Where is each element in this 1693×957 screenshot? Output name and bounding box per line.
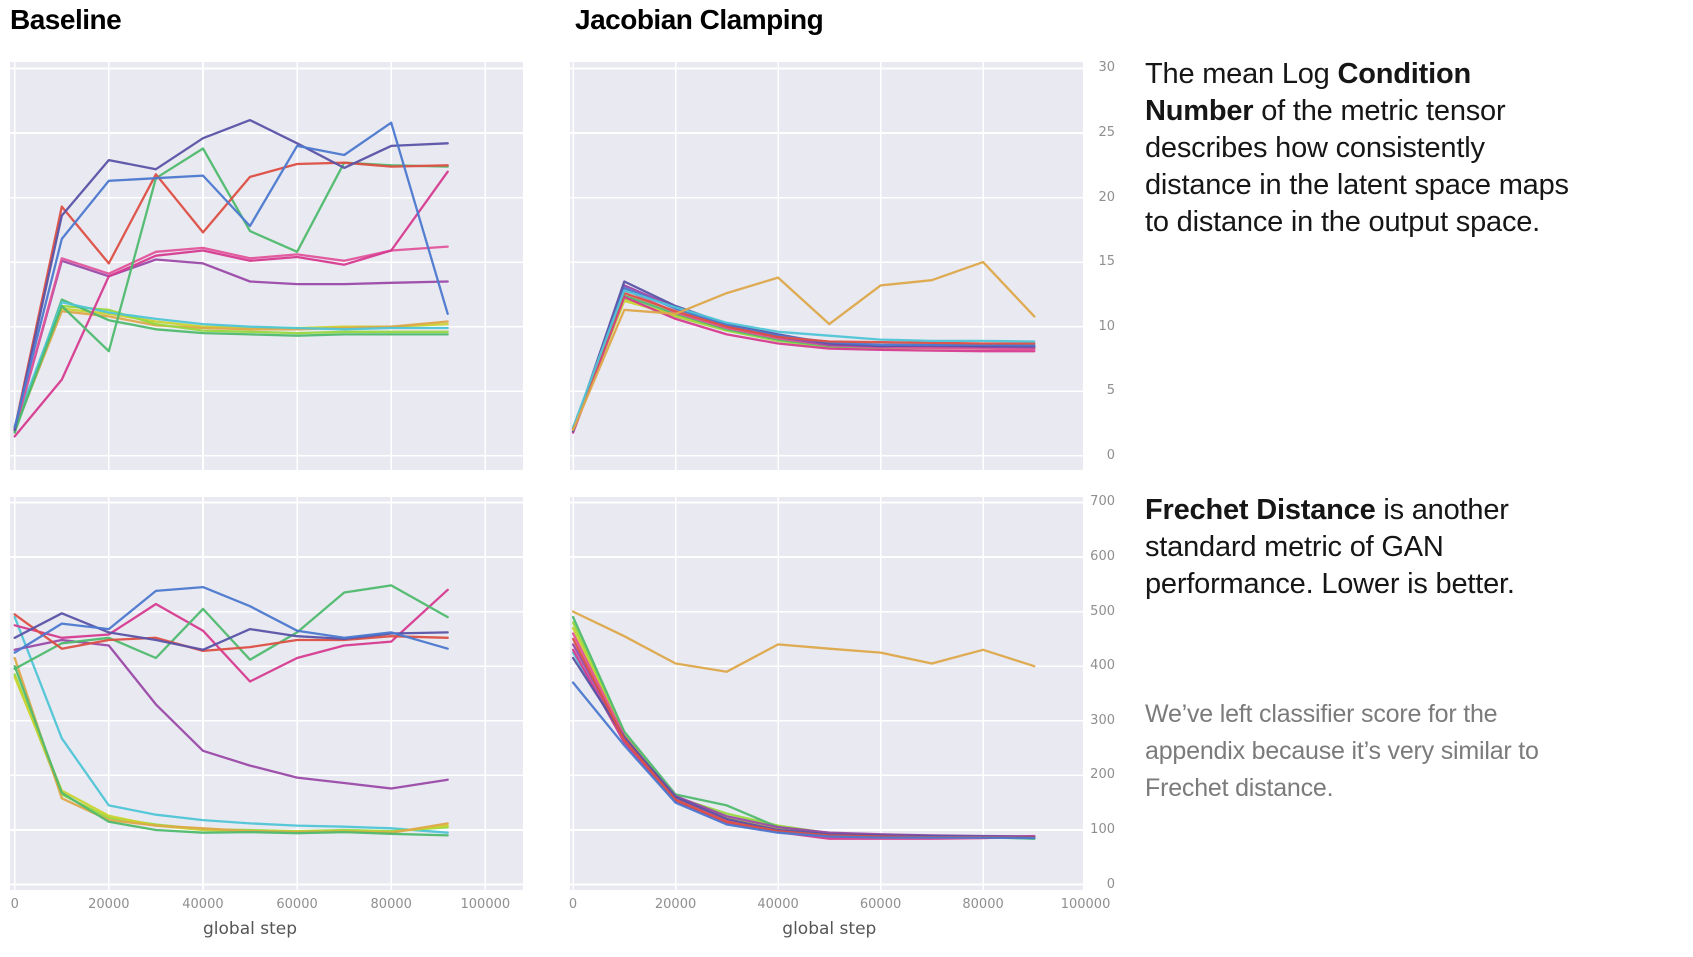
regular-text: of the metric tensor describes how consi… — [1145, 95, 1569, 238]
series-line-run-green-low — [13, 298, 449, 434]
series-line-run-blue — [13, 121, 449, 429]
x-tick-label: 20000 — [88, 897, 130, 912]
chart-jacobian-clamping-frechet-distance — [570, 497, 1083, 890]
series-line-run-orange — [571, 260, 1036, 432]
x-tick-label: 80000 — [962, 897, 1004, 912]
series-line-run-indigo — [13, 118, 449, 432]
bold-text: Condition Number — [1145, 58, 1471, 127]
plot-background — [10, 62, 523, 470]
y-tick-label: 300 — [1090, 712, 1115, 728]
series-line-run-blue — [13, 585, 449, 654]
x-tick-label: 40000 — [182, 897, 224, 912]
series-line-run-purple — [13, 258, 449, 432]
y-tick-label: 200 — [1090, 767, 1115, 783]
series-line-run-red — [571, 291, 1036, 430]
x-tick-label: 0 — [568, 897, 578, 912]
series-line-run-orange — [13, 310, 449, 432]
annotation-frechet-distance: Frechet Distance is another standard met… — [1145, 492, 1585, 603]
y-tick-label: 100 — [1090, 821, 1115, 837]
series-line-run-blue — [571, 681, 1036, 840]
series-line-run-cyan — [571, 289, 1036, 429]
series-line-run-purple — [13, 638, 449, 790]
x-tick-label: 60000 — [859, 897, 902, 912]
x-tick-label: 0 — [10, 897, 19, 912]
y-tick-label: 500 — [1090, 603, 1115, 619]
annotation-classifier-note: We’ve left classifier score for the appe… — [1145, 700, 1539, 802]
column-title-baseline: Baseline — [10, 4, 122, 35]
y-tick-label: 25 — [1098, 125, 1115, 140]
series-line-run-orange — [571, 610, 1036, 673]
series-line-run-cyan — [13, 615, 449, 834]
x-tick-label: 40000 — [757, 897, 799, 912]
annotation-condition-number: The mean Log Condition Number of the met… — [1145, 56, 1585, 241]
chart-baseline-frechet-distance — [10, 497, 523, 890]
column-title-jacobian: Jacobian Clamping — [575, 4, 824, 35]
x-axis-label: global step — [203, 919, 298, 939]
series-line-run-magenta — [571, 295, 1036, 434]
y-tick-label: 700 — [1090, 494, 1115, 510]
y-tick-label: 20 — [1098, 189, 1115, 205]
chart-baseline-condition-number — [10, 62, 523, 470]
y-tick-label: 10 — [1098, 318, 1115, 334]
series-line-run-green-low — [13, 665, 449, 837]
y-tick-label: 0 — [1106, 876, 1115, 892]
x-tick-label: 20000 — [654, 897, 697, 912]
series-line-run-red — [13, 161, 449, 430]
bold-text: Frechet Distance — [1145, 494, 1376, 526]
plot-background — [570, 497, 1083, 890]
chart-jacobian-clamping-condition-number — [570, 62, 1083, 470]
regular-text: is another standard metric of GAN perfor… — [1145, 494, 1515, 600]
series-line-run-green — [13, 584, 449, 671]
y-tick-label: 30 — [1098, 60, 1115, 76]
plot-background — [570, 62, 1083, 470]
series-line-run-red — [13, 613, 449, 653]
y-tick-label: 600 — [1090, 549, 1115, 565]
x-tick-label: 80000 — [370, 897, 412, 912]
series-line-run-cyan — [13, 301, 449, 428]
y-tick-label: 15 — [1098, 254, 1115, 270]
y-tick-label: 0 — [1106, 447, 1115, 463]
x-axis-label: global step — [782, 919, 877, 939]
series-line-run-pink — [13, 245, 449, 432]
x-tick-label: 100000 — [460, 897, 511, 912]
y-tick-label: 400 — [1090, 658, 1115, 674]
regular-text: The mean Log — [1145, 58, 1338, 90]
x-tick-label: 100000 — [1060, 897, 1111, 912]
y-tick-label: 5 — [1106, 383, 1115, 399]
series-line-run-magenta — [13, 588, 449, 683]
x-tick-label: 60000 — [276, 897, 318, 912]
